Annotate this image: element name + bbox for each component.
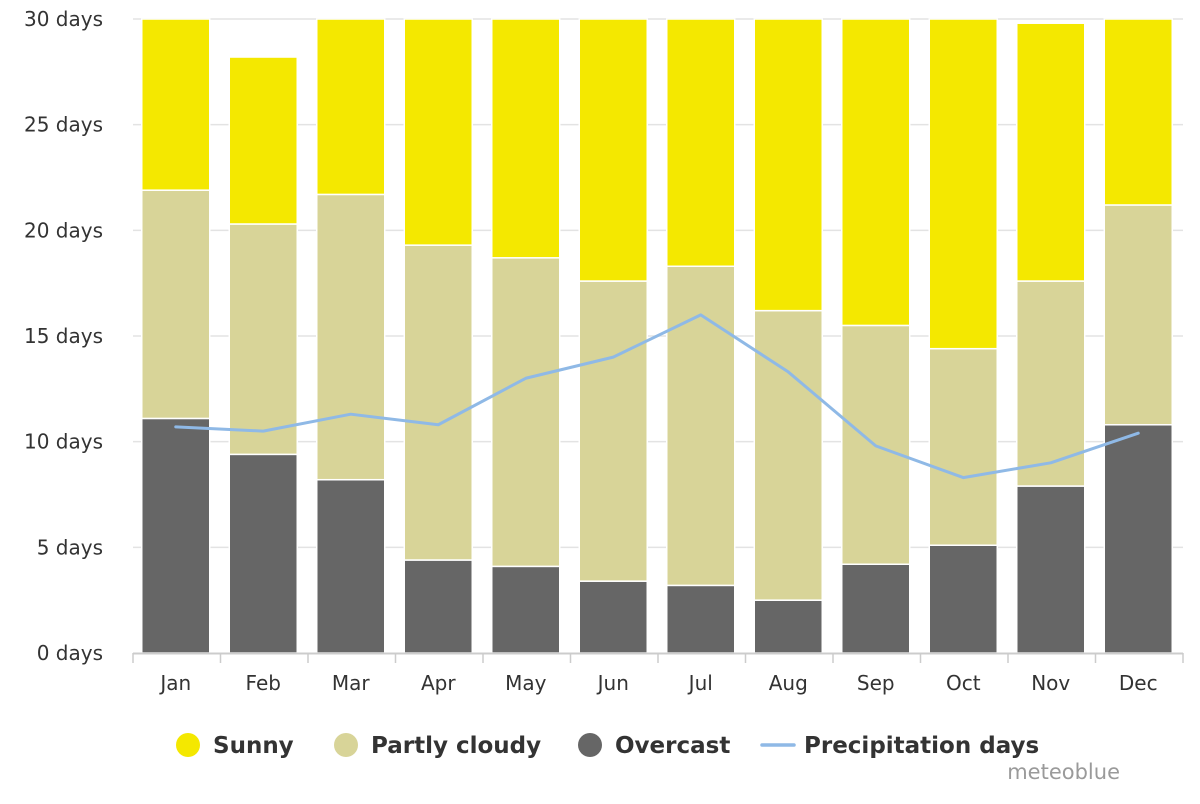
y-tick-label: 15 days [24, 324, 103, 348]
bar-partly-cloudy [317, 194, 385, 479]
bar-partly-cloudy [754, 311, 822, 601]
legend-item-overcast[interactable]: Overcast [578, 733, 730, 759]
y-tick-label: 20 days [24, 218, 103, 242]
bar-sunny [579, 19, 647, 281]
x-tick-label: Feb [246, 671, 281, 695]
bar-partly-cloudy [142, 190, 210, 418]
legend-label: Sunny [213, 733, 294, 759]
bar-overcast [929, 545, 997, 653]
y-tick-label: 0 days [37, 641, 103, 665]
bar-overcast [142, 418, 210, 653]
legend-item-partly-cloudy[interactable]: Partly cloudy [334, 733, 541, 759]
bar-partly-cloudy [404, 245, 472, 560]
bar-sunny [229, 57, 297, 224]
x-tick-label: Apr [421, 671, 456, 695]
bar-sunny [842, 19, 910, 325]
legend-label: Precipitation days [804, 733, 1039, 759]
bar-sunny [1017, 23, 1085, 281]
legend-marker-icon [334, 733, 358, 757]
legend-marker-icon [176, 733, 200, 757]
bar-overcast [1104, 425, 1172, 653]
legend-label: Overcast [615, 733, 730, 759]
bar-partly-cloudy [929, 349, 997, 546]
bar-overcast [404, 560, 472, 653]
x-tick-label: Dec [1119, 671, 1158, 695]
bar-partly-cloudy [492, 258, 560, 567]
bar-sunny [404, 19, 472, 245]
bar-overcast [667, 585, 735, 653]
x-tick-label: Jan [158, 671, 191, 695]
bar-sunny [929, 19, 997, 349]
bar-overcast [492, 566, 560, 653]
x-tick-label: May [505, 671, 547, 695]
y-tick-label: 25 days [24, 113, 103, 137]
bar-sunny [1104, 19, 1172, 205]
x-tick-label: Nov [1031, 671, 1070, 695]
bar-partly-cloudy [579, 281, 647, 581]
bar-sunny [317, 19, 385, 194]
bar-partly-cloudy [1104, 205, 1172, 425]
x-tick-label: Mar [332, 671, 371, 695]
bar-overcast [842, 564, 910, 653]
credit-label: meteoblue [1007, 760, 1120, 784]
x-tick-label: Jul [687, 671, 713, 695]
legend-item-sunny[interactable]: Sunny [176, 733, 294, 759]
y-tick-label: 10 days [24, 430, 103, 454]
y-tick-label: 5 days [37, 535, 103, 559]
bar-sunny [492, 19, 560, 258]
bar-partly-cloudy [229, 224, 297, 454]
bar-overcast [317, 480, 385, 653]
legend-marker-icon [578, 733, 602, 757]
bar-overcast [1017, 486, 1085, 653]
bar-overcast [579, 581, 647, 653]
legend-label: Partly cloudy [371, 733, 541, 759]
x-tick-label: Sep [857, 671, 895, 695]
x-tick-label: Jun [596, 671, 629, 695]
legend: Sunny Partly cloudy Overcast Precipitation … [176, 733, 1039, 759]
y-tick-label: 30 days [24, 7, 103, 31]
legend-item-precipitation-days[interactable]: Precipitation days [762, 733, 1039, 759]
bar-sunny [754, 19, 822, 311]
x-tick-label: Aug [769, 671, 808, 695]
bar-sunny [667, 19, 735, 266]
bar-overcast [229, 454, 297, 653]
x-tick-label: Oct [946, 671, 981, 695]
bar-sunny [142, 19, 210, 190]
bar-overcast [754, 600, 822, 653]
